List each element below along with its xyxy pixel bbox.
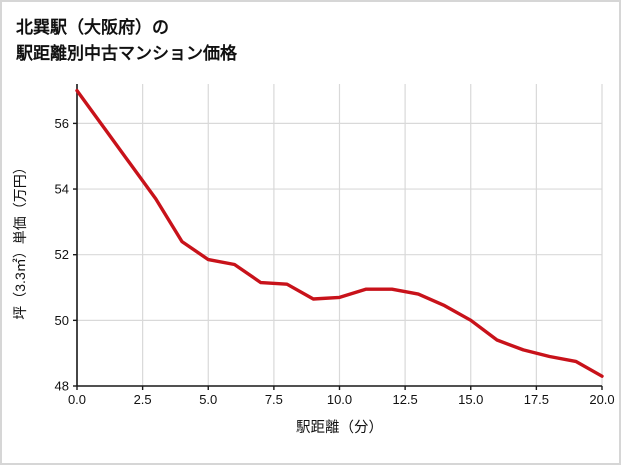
svg-text:48: 48 <box>55 379 69 394</box>
chart-area: 坪（3.3㎡）単価（万円） 48 50 52 54 56 0.0 2.5 5.0 7.5 10.0… <box>2 68 619 458</box>
y-axis-label: 坪（3.3㎡）単価（万円） <box>12 159 28 320</box>
svg-text:10.0: 10.0 <box>327 392 352 407</box>
svg-text:52: 52 <box>55 247 69 262</box>
svg-text:50: 50 <box>55 313 69 328</box>
svg-text:56: 56 <box>55 116 69 131</box>
svg-text:0.0: 0.0 <box>68 392 86 407</box>
svg-text:7.5: 7.5 <box>265 392 283 407</box>
svg-text:12.5: 12.5 <box>392 392 417 407</box>
svg-text:2.5: 2.5 <box>134 392 152 407</box>
chart-title: 北巽駅（大阪府）の 駅距離別中古マンション価格 <box>2 2 619 66</box>
svg-text:17.5: 17.5 <box>524 392 549 407</box>
svg-text:54: 54 <box>55 182 69 197</box>
svg-text:20.0: 20.0 <box>589 392 614 407</box>
x-axis-label: 駅距離（分） <box>296 420 383 436</box>
chart-title-line2: 駅距離別中古マンション価格 <box>16 43 237 63</box>
svg-text:15.0: 15.0 <box>458 392 483 407</box>
svg-text:5.0: 5.0 <box>199 392 217 407</box>
line-chart: 48 50 52 54 56 0.0 2.5 5.0 7.5 10.0 12.5 15.0 17.5 20… <box>55 84 615 407</box>
chart-title-line1: 北巽駅（大阪府）の <box>16 18 169 37</box>
